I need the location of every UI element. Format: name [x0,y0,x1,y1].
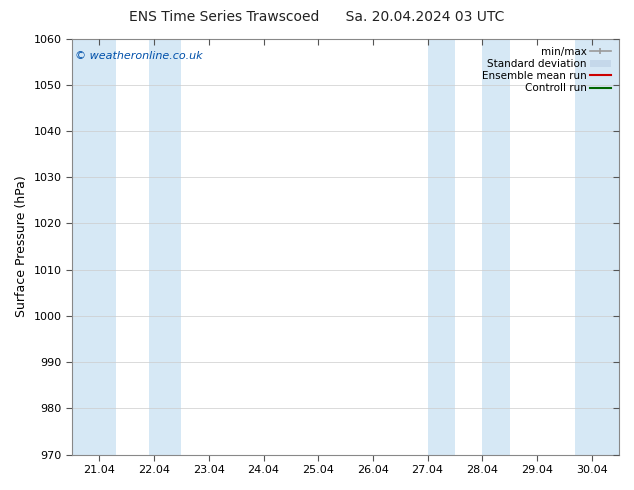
Bar [575,39,619,455]
Bar [427,39,455,455]
Y-axis label: Surface Pressure (hPa): Surface Pressure (hPa) [15,176,28,318]
Text: ENS Time Series Trawscoed      Sa. 20.04.2024 03 UTC: ENS Time Series Trawscoed Sa. 20.04.2024… [129,10,505,24]
Bar [482,39,510,455]
Bar [72,39,116,455]
Bar [148,39,181,455]
Legend: min/max, Standard deviation, Ensemble mean run, Controll run: min/max, Standard deviation, Ensemble me… [479,44,614,97]
Text: © weatheronline.co.uk: © weatheronline.co.uk [75,51,202,61]
